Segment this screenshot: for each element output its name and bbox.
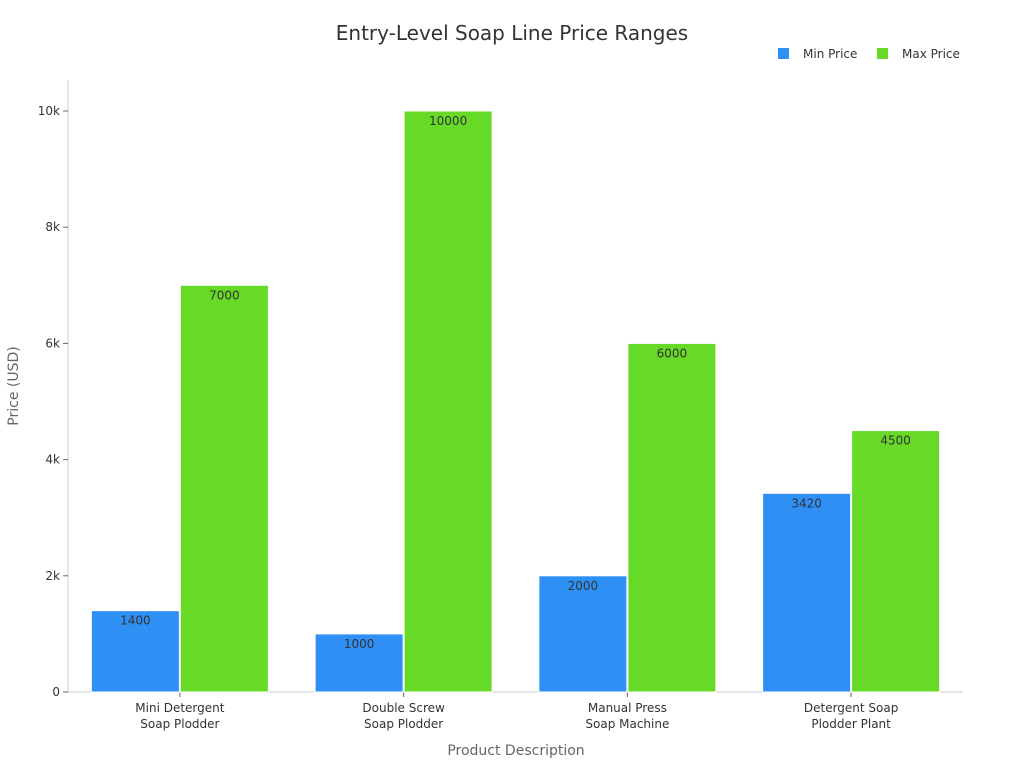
bar-max-price [851, 430, 941, 693]
legend-label: Max Price [902, 47, 960, 61]
bar-max-price [403, 110, 493, 693]
x-axis-title: Product Description [447, 743, 584, 759]
y-tick-label: 4k [45, 453, 60, 467]
bar-value-label: 1400 [120, 614, 151, 628]
chart-title: Entry-Level Soap Line Price Ranges [336, 21, 688, 45]
y-tick-label: 10k [38, 104, 60, 118]
x-tick-label: Manual Press Soap Machine [585, 701, 669, 731]
bar-value-label: 10000 [429, 114, 467, 128]
x-tick-label: Detergent Soap Plodder Plant [804, 701, 899, 731]
x-tick-label: Mini Detergent Soap Plodder [135, 701, 224, 731]
bar-value-label: 3420 [791, 496, 822, 510]
bar-value-label: 1000 [344, 637, 375, 651]
x-tick-label-line: Manual Press [588, 701, 667, 715]
bar-data-labels: 1400 7000 1000 10000 2000 6000 3420 4500 [120, 114, 911, 651]
y-axis-ticks: 0 2k 4k 6k 8k 10k [38, 104, 68, 699]
x-tick-label-line: Soap Machine [585, 717, 669, 731]
bar-value-label: 6000 [657, 346, 688, 360]
y-tick-label: 0 [52, 685, 60, 699]
y-tick-label: 6k [45, 336, 60, 350]
x-tick-label-line: Detergent Soap [804, 701, 899, 715]
legend: Min Price Max Price [778, 47, 960, 61]
x-tick-label-line: Mini Detergent [135, 701, 224, 715]
bars [90, 110, 941, 693]
x-tick-label-line: Soap Plodder [364, 717, 443, 731]
bar-value-label: 7000 [209, 288, 240, 302]
x-tick-label-line: Soap Plodder [140, 717, 219, 731]
bar-max-price [179, 284, 269, 693]
x-tick-label-line: Plodder Plant [811, 717, 891, 731]
legend-swatch [778, 48, 789, 59]
bar-min-price [762, 492, 852, 693]
bar-value-label: 2000 [568, 579, 599, 593]
y-axis-title: Price (USD) [6, 346, 22, 425]
bar-min-price [314, 633, 404, 693]
y-tick-label: 2k [45, 569, 60, 583]
bar-min-price [90, 610, 180, 693]
legend-swatch [877, 48, 888, 59]
x-tick-label-line: Double Screw [362, 701, 445, 715]
x-tick-label: Double Screw Soap Plodder [362, 701, 445, 731]
y-tick-label: 8k [45, 220, 60, 234]
bar-max-price [627, 342, 717, 693]
legend-label: Min Price [803, 47, 857, 61]
bar-min-price [538, 575, 628, 693]
bar-value-label: 4500 [880, 434, 911, 448]
x-axis-ticks: Mini Detergent Soap Plodder Double Screw So… [135, 692, 898, 731]
